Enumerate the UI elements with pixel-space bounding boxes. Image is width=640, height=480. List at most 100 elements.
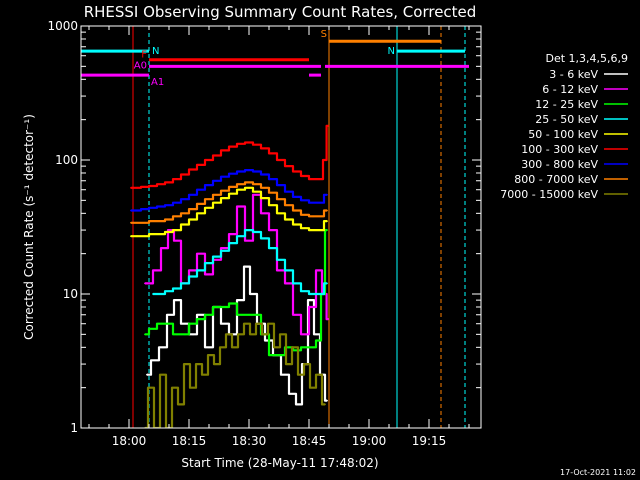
data-point [256, 183, 258, 186]
data-point [264, 147, 266, 150]
data-point [304, 290, 306, 293]
legend-label: 7000 - 15000 keV [500, 188, 598, 201]
plot-frame [80, 25, 482, 429]
data-point [216, 258, 218, 261]
data-point [162, 373, 164, 376]
data-point [276, 346, 278, 349]
data-point [272, 152, 274, 155]
data-point [174, 386, 176, 389]
data-point [208, 159, 210, 161]
data-point [208, 262, 210, 265]
chart-title: RHESSI Observing Summary Count Rates, Co… [84, 3, 477, 21]
data-point [272, 178, 274, 181]
data-point [304, 333, 306, 336]
data-point [184, 282, 186, 285]
data-point [320, 215, 322, 218]
data-point [296, 196, 298, 198]
data-point [192, 386, 194, 389]
legend-label: 12 - 25 keV [535, 98, 598, 111]
data-point [136, 235, 138, 238]
x-tick-label: 19:00 [352, 434, 387, 448]
data-point [256, 231, 258, 233]
data-point [280, 258, 282, 261]
x-axis-label: Start Time (28-May-11 17:48:02) [181, 456, 378, 470]
data-point [288, 218, 290, 221]
x-tick-label: 19:15 [412, 434, 447, 448]
data-point [224, 249, 226, 252]
data-point [300, 373, 302, 376]
data-point [160, 205, 162, 208]
data-point [160, 322, 162, 325]
data-point [316, 333, 318, 336]
data-point [296, 313, 298, 316]
data-point [130, 221, 132, 224]
data-point [200, 313, 202, 316]
data-point [312, 346, 314, 349]
data-point [282, 333, 284, 336]
data-point [222, 346, 224, 349]
data-point [296, 282, 298, 285]
data-point [136, 209, 138, 212]
data-point [186, 363, 188, 365]
data-point [144, 235, 146, 238]
data-point [224, 189, 226, 192]
data-point [184, 322, 186, 325]
data-point [234, 346, 236, 349]
data-point [176, 229, 178, 231]
data-point [216, 363, 218, 365]
data-point [210, 354, 212, 356]
data-point [208, 184, 210, 186]
data-point [320, 229, 322, 231]
data-point [208, 313, 210, 316]
data-point [208, 346, 210, 349]
y-tick-label: 1000 [47, 19, 78, 33]
legend-label: 100 - 300 keV [521, 143, 598, 156]
data-point [280, 354, 282, 356]
data-point [136, 221, 138, 224]
y-axis: 1 10 100 1000 [47, 19, 481, 435]
data-point [184, 212, 186, 215]
data-point [154, 359, 156, 362]
data-point [272, 247, 274, 250]
data-point [200, 252, 202, 255]
data-point [216, 255, 218, 258]
data-point [168, 218, 170, 221]
data-point [204, 373, 206, 376]
data-point [272, 229, 274, 231]
data-point [256, 193, 258, 196]
legend-label: 800 - 7000 keV [514, 173, 598, 186]
data-point [192, 333, 194, 336]
data-point [184, 223, 186, 226]
data-point [320, 293, 322, 295]
data-point [320, 201, 322, 204]
data-point [228, 333, 230, 336]
data-point [312, 215, 314, 218]
data-point [312, 293, 314, 295]
data-point [224, 175, 226, 178]
data-point [232, 302, 234, 305]
data-point [240, 142, 242, 145]
data-point [208, 206, 210, 209]
data-point [192, 208, 194, 211]
data-point [256, 313, 258, 316]
data-point [184, 198, 186, 201]
data-point [248, 186, 250, 189]
data-point [240, 205, 242, 208]
data-point [264, 173, 266, 176]
data-point [284, 373, 286, 376]
flag-label: F [141, 50, 147, 61]
data-point [168, 204, 170, 207]
data-point [326, 193, 328, 196]
data-point [170, 229, 172, 231]
data-point [256, 170, 258, 173]
data-point [170, 313, 172, 316]
data-point [248, 169, 250, 172]
data-point [272, 204, 274, 207]
x-tick-label: 18:30 [232, 434, 267, 448]
data-point [270, 322, 272, 325]
data-point [240, 188, 242, 191]
data-point [272, 191, 274, 194]
plot-area: N N S FA0 A1 1 10 100 1000 18:00 18:15 18:30 18:45… [47, 19, 482, 448]
data-point [176, 333, 178, 336]
data-point [326, 282, 328, 285]
